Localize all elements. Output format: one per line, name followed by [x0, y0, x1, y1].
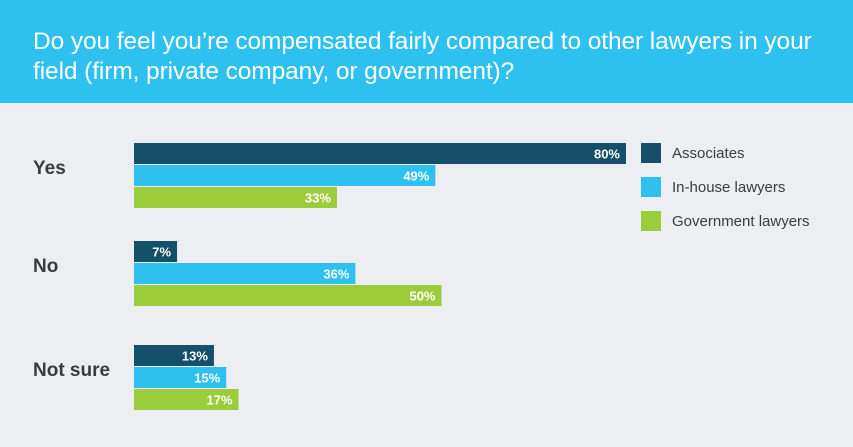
bar-value-label-no-in-house-lawyers: 36%	[323, 267, 349, 282]
bar-value-label-no-government-lawyers: 50%	[409, 289, 435, 304]
bar-yes-in-house-lawyers	[134, 165, 436, 186]
bar-no-associates	[134, 241, 178, 262]
category-label-yes: Yes	[33, 158, 66, 179]
bar-value-label-yes-in-house-lawyers: 49%	[403, 169, 429, 184]
category-label-not-sure: Not sure	[33, 360, 110, 381]
legend-swatch-in-house-lawyers	[641, 177, 661, 197]
legend: Associates In-house lawyers Government law…	[641, 143, 810, 231]
bar-value-label-not-sure-government-lawyers: 17%	[207, 393, 233, 408]
bar-value-label-not-sure-associates: 13%	[182, 349, 208, 364]
bar-yes-government-lawyers	[134, 187, 337, 208]
bar-yes-associates	[134, 143, 626, 164]
chart-title: Do you feel you’re compensated fairly co…	[33, 28, 812, 85]
legend-swatch-associates	[641, 143, 661, 163]
bar-no-government-lawyers	[134, 285, 442, 306]
bar-not-sure-government-lawyers	[134, 389, 239, 410]
bar-value-label-yes-government-lawyers: 33%	[305, 191, 331, 206]
chart-header: Do you feel you’re compensated fairly co…	[0, 0, 853, 103]
bar-no-in-house-lawyers	[134, 263, 356, 284]
legend-label-associates: Associates	[672, 145, 745, 162]
bar-value-label-yes-associates: 80%	[594, 147, 620, 162]
bar-chart: Yes 80% 49% 33% No 7% 36% 50% Not sure 13% 15% 17% A…	[33, 143, 810, 410]
bar-value-label-not-sure-in-house-lawyers: 15%	[194, 371, 220, 386]
bar-value-label-no-associates: 7%	[152, 245, 171, 260]
legend-label-government-lawyers: Government lawyers	[672, 213, 810, 230]
category-label-no: No	[33, 256, 58, 277]
legend-label-in-house-lawyers: In-house lawyers	[672, 179, 785, 196]
legend-swatch-government-lawyers	[641, 211, 661, 231]
bar-not-sure-associates	[134, 345, 214, 366]
bar-not-sure-in-house-lawyers	[134, 367, 227, 388]
